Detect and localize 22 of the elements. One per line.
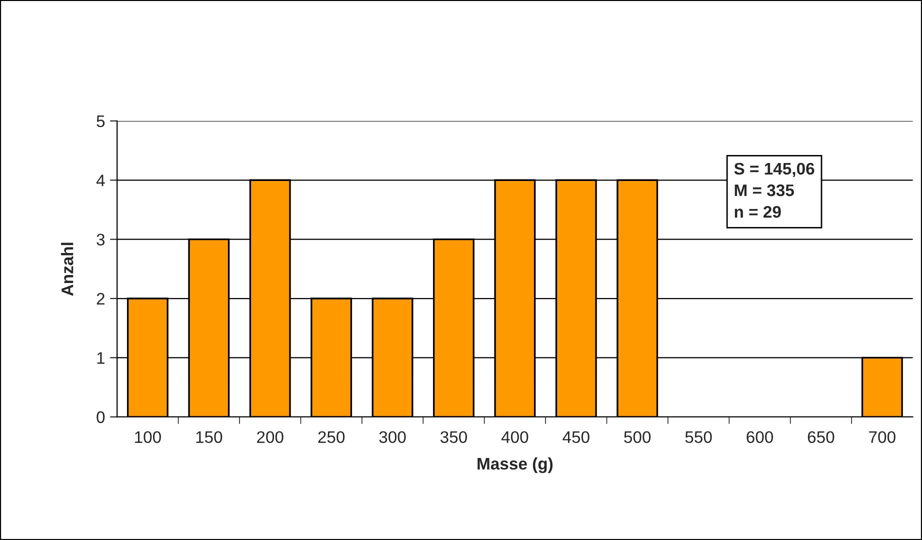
x-tick-label: 250 [318, 431, 345, 444]
x-tick-label: 300 [379, 431, 406, 444]
y-tick-label: 4 [96, 174, 105, 186]
x-tick-label: 350 [440, 431, 467, 444]
x-tick-label: 550 [685, 431, 712, 444]
x-tick-label: 700 [869, 431, 896, 444]
y-axis-title: Anzahl [61, 242, 74, 296]
y-tick-label: 1 [97, 352, 104, 364]
y-tick-label: 2 [96, 292, 104, 305]
x-tick-label: 600 [746, 431, 774, 444]
x-tick-label: 150 [196, 431, 222, 444]
x-tick-label: 200 [257, 431, 284, 444]
x-tick-label: 100 [135, 431, 161, 444]
y-tick-label: 3 [96, 234, 105, 246]
y-tick-label: 0 [96, 411, 105, 424]
y-tick-label: 5 [96, 116, 105, 128]
annotation: S = 145,06 M = 335 n = 29 [734, 162, 814, 218]
x-tick-label: 500 [624, 431, 651, 444]
x-tick-label: 450 [562, 431, 590, 444]
x-tick-label: 650 [808, 431, 834, 444]
x-axis-title: Masse (g) [478, 457, 553, 474]
x-tick-label: 400 [501, 431, 528, 444]
